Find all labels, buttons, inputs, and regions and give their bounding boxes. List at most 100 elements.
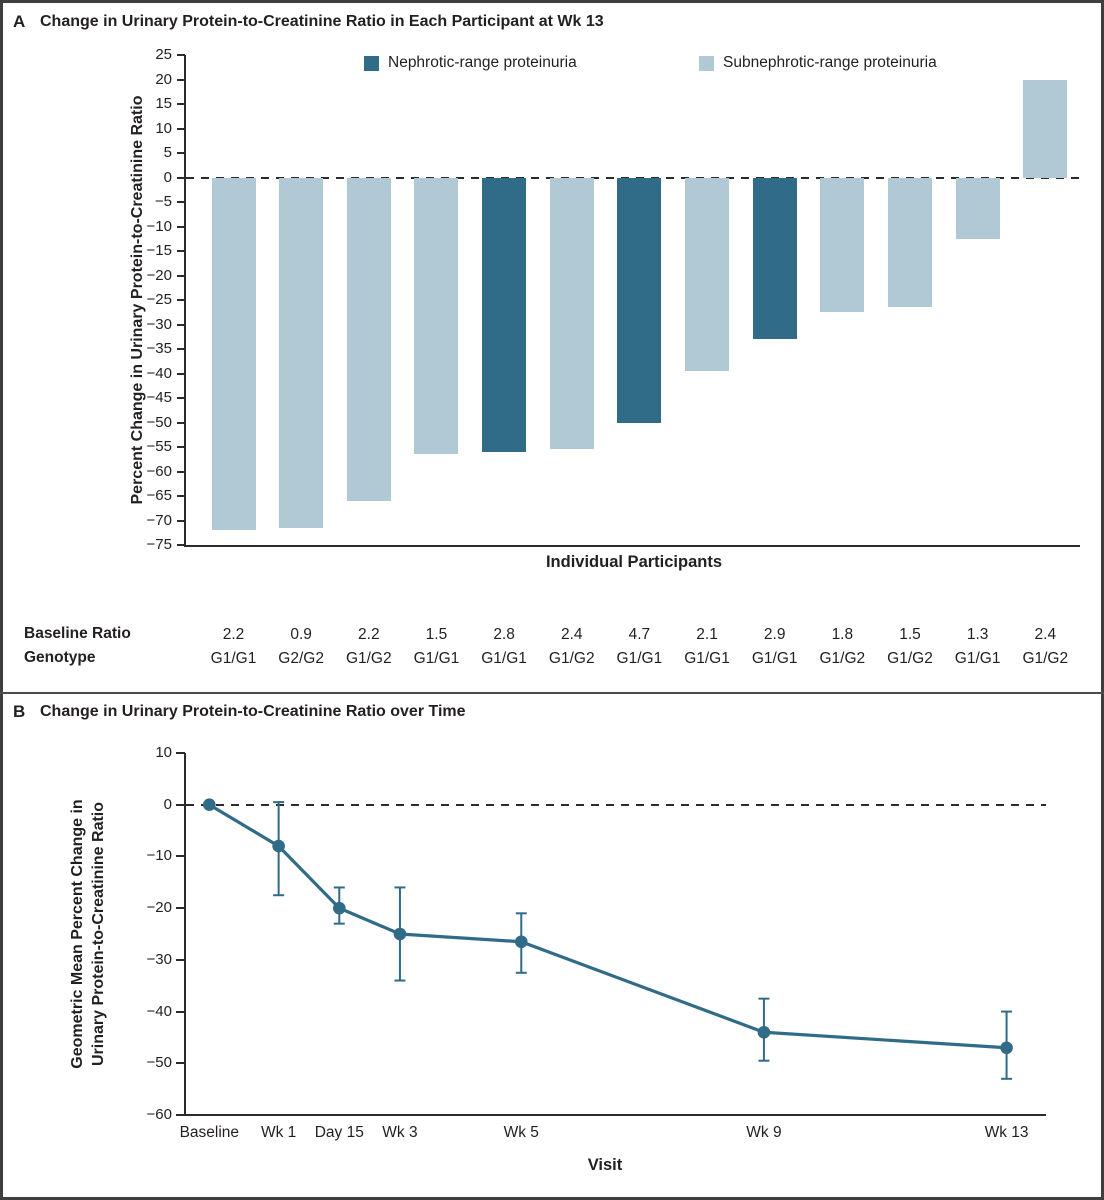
y-axis-tick-a xyxy=(177,103,185,105)
y-axis-tick-a xyxy=(177,54,185,56)
y-axis-tick-a xyxy=(177,348,185,350)
baseline-ratio-value-5: 2.8 xyxy=(493,626,515,643)
y-axis-tick-label-b: −60 xyxy=(146,1106,172,1123)
genotype-value-8: G1/G1 xyxy=(684,650,730,667)
subnephrotic-legend-swatch xyxy=(699,55,714,71)
y-axis-tick-a xyxy=(177,250,185,252)
baseline-ratio-value-11: 1.5 xyxy=(899,626,921,643)
y-axis-line-a xyxy=(184,55,186,547)
panel-a-x-axis-title: Individual Participants xyxy=(545,553,723,571)
y-axis-tick-a xyxy=(177,421,185,424)
genotype-value-13: G1/G2 xyxy=(1022,650,1069,667)
y-axis-tick-label-a: −20 xyxy=(146,266,172,284)
bar-participant-12 xyxy=(955,177,1000,239)
panel-b-letter: B xyxy=(13,702,26,721)
y-axis-tick-a xyxy=(177,495,185,497)
data-point-baseline xyxy=(203,798,216,812)
y-axis-tick-a xyxy=(177,470,185,473)
y-axis-tick-b xyxy=(176,1010,185,1013)
x-tick-label-baseline: Baseline xyxy=(179,1124,240,1141)
x-tick-label-wk-3: Wk 3 xyxy=(382,1124,418,1141)
genotype-value-7: G1/G1 xyxy=(616,650,663,667)
y-axis-tick-a xyxy=(177,299,185,301)
legend-item-nephrotic: Nephrotic-range proteinuria xyxy=(364,54,577,72)
baseline-ratio-value-8: 2.1 xyxy=(696,626,718,643)
y-axis-tick-a xyxy=(177,127,185,130)
baseline-ratio-value-7: 4.7 xyxy=(628,626,651,643)
baseline-ratio-value-2: 0.9 xyxy=(290,626,312,643)
baseline-ratio-value-1: 2.2 xyxy=(222,626,245,643)
y-axis-tick-a xyxy=(177,274,185,277)
baseline-ratio-value-3: 2.2 xyxy=(358,626,380,643)
nephrotic-legend-swatch xyxy=(364,55,379,71)
y-axis-tick-label-b: 10 xyxy=(155,744,172,761)
y-axis-tick-label-a: −60 xyxy=(146,462,172,480)
bar-participant-4 xyxy=(414,177,459,455)
y-axis-tick-label-b: −50 xyxy=(146,1054,172,1072)
y-axis-tick-label-a: 15 xyxy=(155,95,172,112)
y-axis-tick-label-b: −20 xyxy=(146,899,172,917)
data-point-wk-3 xyxy=(393,927,407,941)
y-axis-tick-b xyxy=(176,958,185,961)
y-axis-tick-label-a: 10 xyxy=(155,119,172,137)
legend-item-subnephrotic: Subnephrotic-range proteinuria xyxy=(699,54,937,72)
baseline-ratio-value-10: 1.8 xyxy=(831,626,854,643)
genotype-value-12: G1/G1 xyxy=(954,650,1001,667)
panel-a-letter: A xyxy=(13,12,26,31)
y-axis-tick-label-a: 5 xyxy=(163,144,172,161)
panel-divider xyxy=(0,692,1104,694)
y-axis-tick-a xyxy=(177,372,185,375)
y-axis-tick-label-a: −30 xyxy=(146,315,172,333)
table-row-label-genotype: Genotype xyxy=(24,649,96,666)
y-axis-tick-label-a: −40 xyxy=(146,364,172,382)
bar-participant-5 xyxy=(482,177,527,452)
y-axis-tick-a xyxy=(177,176,185,179)
y-axis-tick-label-a: −15 xyxy=(146,242,172,259)
bar-participant-2 xyxy=(279,177,324,528)
zero-baseline-b xyxy=(186,803,1046,806)
genotype-value-5: G1/G1 xyxy=(481,650,527,667)
y-axis-tick-b xyxy=(176,855,185,858)
y-axis-tick-label-b: 0 xyxy=(163,795,172,813)
y-axis-tick-b xyxy=(176,1114,185,1116)
x-axis-line-b xyxy=(184,1114,1046,1116)
x-tick-label-wk-1: Wk 1 xyxy=(260,1124,297,1141)
y-axis-tick-b xyxy=(176,752,185,754)
y-axis-tick-a xyxy=(177,152,185,154)
x-tick-label-day-15: Day 15 xyxy=(314,1124,364,1141)
genotype-value-6: G1/G2 xyxy=(548,650,595,667)
x-axis-line-a xyxy=(184,545,1080,547)
geometric-mean-line-series xyxy=(203,798,1013,1080)
panel-b-title: Change in Urinary Protein-to-Creatinine … xyxy=(40,703,466,720)
y-axis-tick-label-b: −40 xyxy=(146,1002,172,1020)
x-tick-label-wk-5: Wk 5 xyxy=(503,1124,539,1141)
y-axis-tick-a xyxy=(177,519,185,522)
genotype-value-2: G2/G2 xyxy=(278,650,324,667)
genotype-value-4: G1/G1 xyxy=(413,650,460,667)
genotype-value-9: G1/G1 xyxy=(751,650,798,667)
y-axis-tick-label-a: 25 xyxy=(155,46,172,63)
y-axis-tick-label-a: −70 xyxy=(146,511,172,529)
baseline-ratio-value-9: 2.9 xyxy=(763,626,786,643)
bar-participant-6 xyxy=(549,177,594,450)
bar-participant-7 xyxy=(617,177,662,423)
y-axis-tick-label-a: −55 xyxy=(146,438,172,455)
genotype-value-10: G1/G2 xyxy=(819,650,866,667)
genotype-value-3: G1/G2 xyxy=(345,650,392,667)
y-axis-tick-label-b: −30 xyxy=(146,950,172,968)
bar-participant-11 xyxy=(888,177,932,308)
data-point-day-15 xyxy=(332,901,346,915)
bar-participant-10 xyxy=(820,177,865,313)
table-row-label-baseline-ratio: Baseline Ratio xyxy=(24,625,131,642)
bar-participant-1 xyxy=(211,177,256,531)
baseline-ratio-value-12: 1.3 xyxy=(966,626,989,643)
panel-b-y-axis-title: Geometric Mean Percent Change in Urinary… xyxy=(67,724,109,1144)
y-axis-tick-label-b: −10 xyxy=(146,847,172,865)
bar-participant-13 xyxy=(1023,79,1068,178)
y-axis-tick-label-a: −35 xyxy=(146,340,172,357)
panel-b-y-axis-title-line2: Urinary Protein-to-Creatinine Ratio xyxy=(90,801,107,1067)
y-axis-tick-label-a: −25 xyxy=(146,291,172,308)
y-axis-tick-label-a: 0 xyxy=(163,168,172,186)
y-axis-tick-b xyxy=(176,907,185,910)
